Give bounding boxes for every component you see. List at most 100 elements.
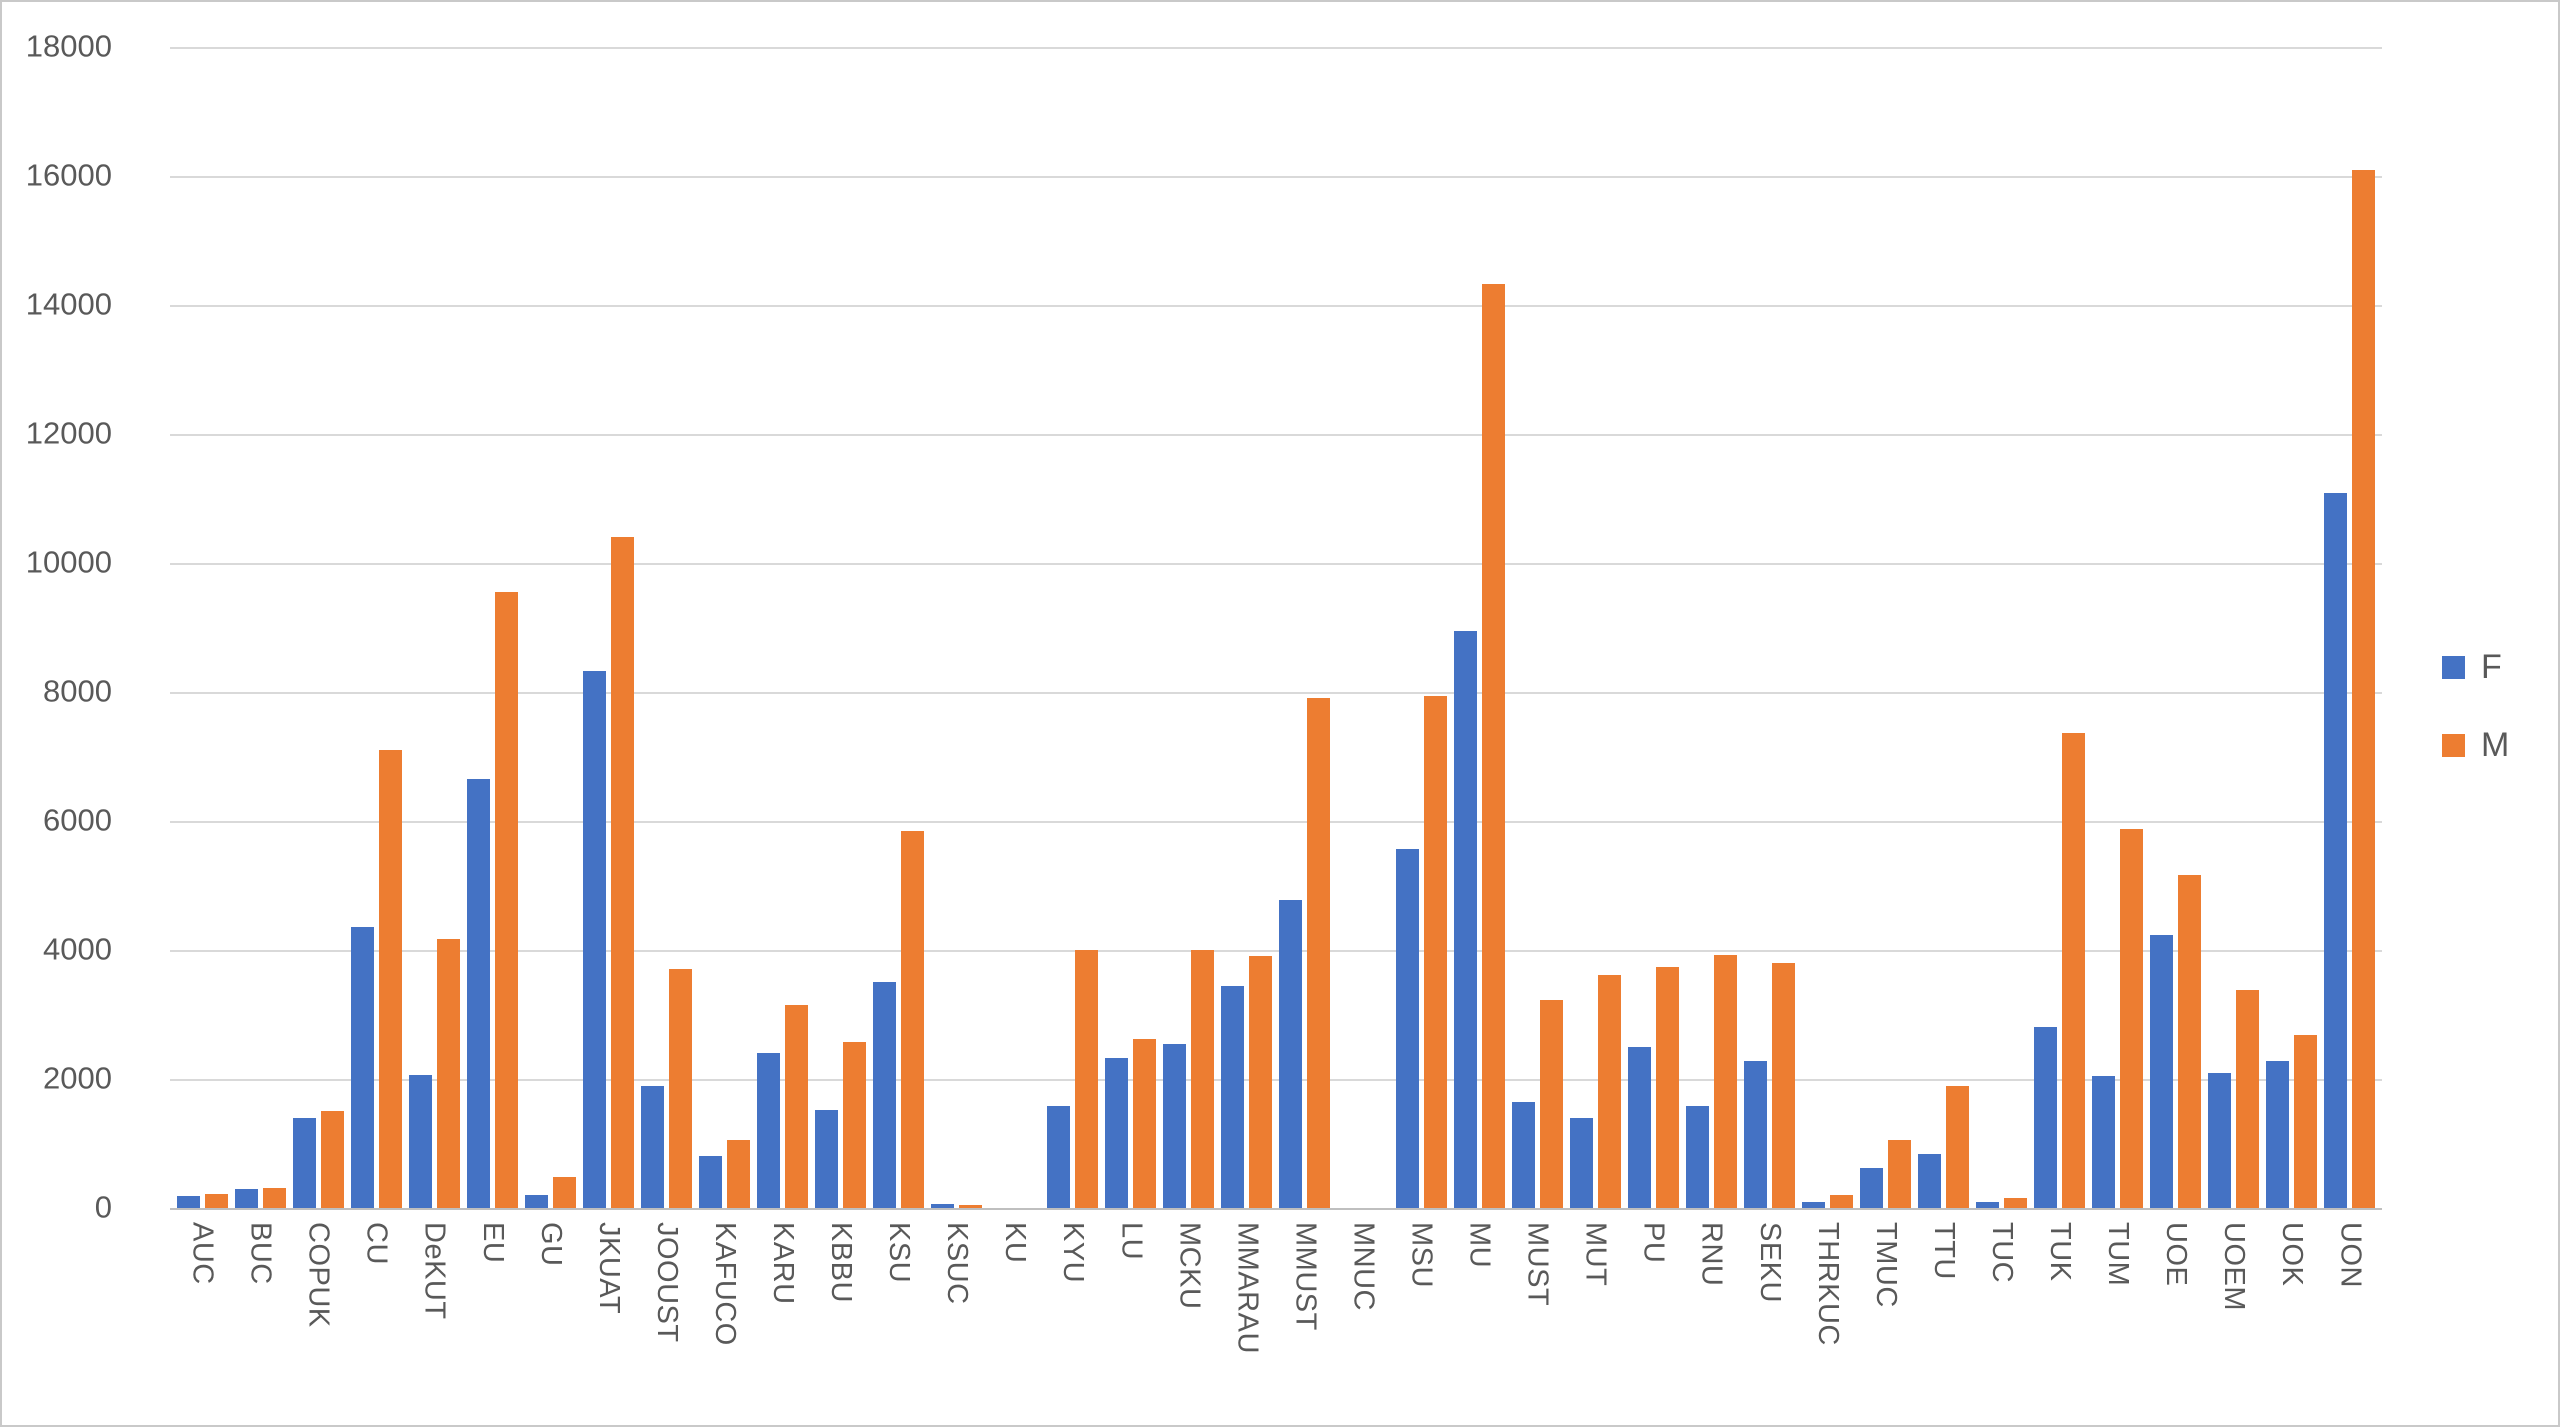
x-tick-label-RNU: RNU — [1695, 1222, 1728, 1287]
category-group-UOE: UOE — [2147, 47, 2205, 1286]
category-group-KYU: KYU — [1044, 47, 1102, 1283]
bar-f-KBBU — [815, 1110, 839, 1208]
category-group-JOOUST: JOOUST — [637, 47, 695, 1343]
category-group-MSU: MSU — [1392, 47, 1450, 1288]
x-tick-label-UOEM: UOEM — [2218, 1222, 2251, 1311]
bar-f-PU — [1627, 1046, 1651, 1208]
x-tick-label-MUT: MUT — [1579, 1222, 1612, 1287]
bar-f-KAFUCO — [698, 1156, 722, 1208]
category-group-GU: GU — [521, 47, 579, 1267]
y-tick-label-4000: 4000 — [43, 931, 112, 967]
y-tick-label-2000: 2000 — [43, 1060, 112, 1096]
bar-f-JOOUST — [640, 1085, 664, 1208]
category-group-PU: PU — [1624, 47, 1682, 1263]
bar-m-THRKUC — [1829, 1195, 1853, 1208]
bar-f-AUC — [176, 1196, 200, 1208]
legend-label-m: M — [2481, 726, 2510, 764]
category-group-MUST: MUST — [1508, 47, 1566, 1306]
category-group-TTU: TTU — [1914, 47, 1972, 1280]
legend-swatch-m — [2442, 733, 2465, 757]
bar-f-CU — [350, 926, 374, 1208]
bar-m-KYU — [1075, 950, 1099, 1208]
bar-m-DeKUT — [436, 939, 460, 1208]
category-group-THRKUC: THRKUC — [1798, 47, 1856, 1346]
gridline-4000 — [170, 950, 2382, 952]
category-group-KAFUCO: KAFUCO — [695, 47, 753, 1346]
category-group-LU: LU — [1102, 47, 1160, 1260]
bar-m-MMUST — [1307, 698, 1331, 1208]
x-tick-label-TUM: TUM — [2102, 1222, 2135, 1287]
x-tick-label-EU: EU — [476, 1222, 509, 1264]
category-group-TMUC: TMUC — [1856, 47, 1914, 1308]
bar-f-KARU — [756, 1053, 780, 1208]
y-tick-label-6000: 6000 — [43, 802, 112, 838]
category-group-BUC: BUC — [231, 47, 289, 1285]
legend-item-m: M — [2442, 728, 2509, 762]
bar-m-JKUAT — [610, 537, 634, 1208]
bar-m-UOE — [2178, 875, 2202, 1208]
legend: F M — [2442, 650, 2509, 762]
x-tick-label-JOOUST: JOOUST — [650, 1222, 683, 1343]
bar-f-UOEM — [2208, 1072, 2232, 1208]
bar-f-EU — [466, 779, 490, 1208]
x-tick-label-TTU: TTU — [1927, 1222, 1960, 1280]
bar-f-KSU — [873, 982, 897, 1208]
x-tick-label-TUK: TUK — [2044, 1222, 2077, 1282]
y-tick-label-12000: 12000 — [25, 415, 112, 451]
bar-m-MCKU — [1191, 950, 1215, 1208]
x-tick-label-KARU: KARU — [766, 1222, 799, 1305]
bar-f-MCKU — [1163, 1043, 1187, 1208]
x-tick-label-DeKUT: DeKUT — [418, 1222, 451, 1320]
bar-m-KBBU — [843, 1041, 867, 1208]
category-group-TUC: TUC — [1972, 47, 2030, 1283]
y-axis-tick-labels: 18000 16000 14000 12000 10000 8000 6000 4000 200… — [0, 28, 140, 1224]
category-group-MCKU: MCKU — [1160, 47, 1218, 1309]
bar-f-UON — [2324, 493, 2348, 1208]
bar-f-TUM — [2092, 1075, 2116, 1208]
bar-m-MUT — [1597, 975, 1621, 1208]
x-tick-label-UON: UON — [2334, 1222, 2367, 1288]
bar-f-COPUK — [292, 1117, 316, 1208]
bar-f-MMARAU — [1221, 985, 1245, 1208]
x-tick-label-TUC: TUC — [1985, 1222, 2018, 1284]
x-tick-label-KBBU: KBBU — [825, 1222, 858, 1303]
x-tick-label-MMUST: MMUST — [1289, 1222, 1322, 1331]
bar-m-JOOUST — [668, 969, 692, 1208]
bar-m-COPUK — [320, 1111, 344, 1208]
gridline-14000 — [170, 305, 2382, 307]
x-tick-label-KYU: KYU — [1057, 1222, 1090, 1284]
bar-f-TMUC — [1859, 1168, 1883, 1208]
bar-f-TTU — [1917, 1153, 1941, 1208]
x-tick-label-MSU: MSU — [1405, 1222, 1438, 1288]
x-tick-label-UOK: UOK — [2276, 1222, 2309, 1287]
bar-f-THRKUC — [1801, 1201, 1825, 1208]
bar-f-MU — [1453, 630, 1477, 1208]
x-tick-label-KSUC: KSUC — [941, 1222, 974, 1305]
x-tick-label-COPUK: COPUK — [302, 1222, 335, 1328]
category-group-KARU: KARU — [753, 47, 811, 1305]
bar-f-SEKU — [1743, 1060, 1767, 1208]
x-tick-label-CU: CU — [360, 1222, 393, 1265]
legend-label-f: F — [2481, 648, 2502, 686]
category-group-COPUK: COPUK — [289, 47, 347, 1328]
x-tick-label-MMARAU: MMARAU — [1231, 1222, 1264, 1354]
gridline-10000 — [170, 563, 2382, 565]
bar-m-KSUC — [959, 1204, 983, 1208]
category-group-KBBU: KBBU — [812, 47, 870, 1303]
bar-f-MUT — [1569, 1117, 1593, 1208]
category-group-KSUC: KSUC — [928, 47, 986, 1305]
bar-m-AUC — [204, 1193, 228, 1208]
bar-m-BUC — [262, 1188, 286, 1208]
plot-area: AUC BUC COPUK CU DeKUT EU GU JKUAT JOOUST KAFUCO K… — [170, 47, 2382, 1354]
bar-m-TUC — [2003, 1198, 2027, 1208]
bar-m-EU — [494, 592, 518, 1208]
bar-m-MMARAU — [1249, 956, 1273, 1208]
x-tick-label-TMUC: TMUC — [1869, 1222, 1902, 1308]
bar-f-RNU — [1685, 1106, 1709, 1208]
bar-f-KYU — [1047, 1106, 1071, 1208]
gridline-12000 — [170, 434, 2382, 436]
bar-f-TUK — [2034, 1027, 2058, 1208]
gridline-8000 — [170, 692, 2382, 694]
y-tick-label-14000: 14000 — [25, 286, 112, 322]
